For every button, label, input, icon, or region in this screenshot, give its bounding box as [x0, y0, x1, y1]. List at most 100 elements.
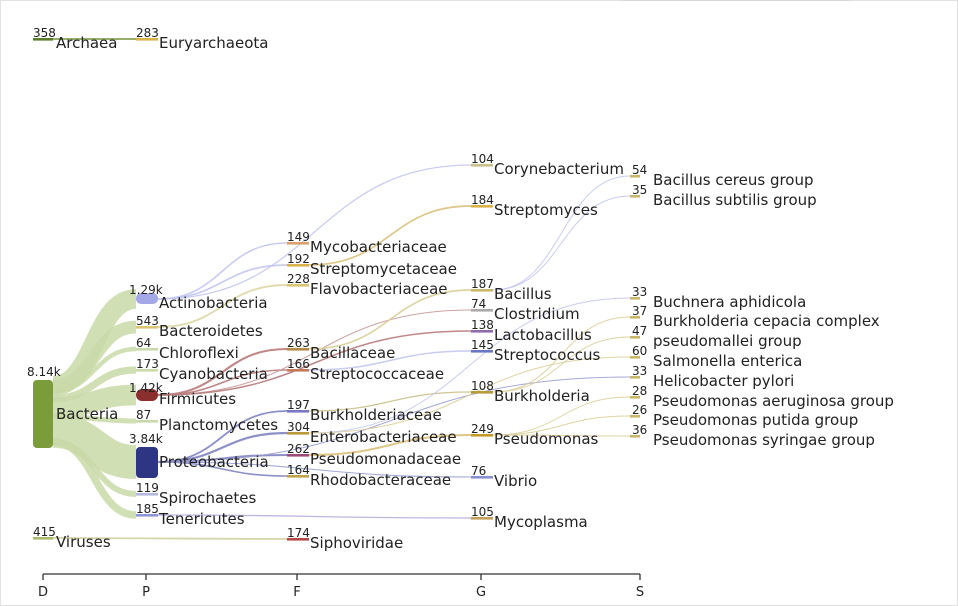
node-tenericutes[interactable]: [136, 514, 158, 517]
node-helicobacter[interactable]: [630, 376, 640, 379]
link-firmicutes-lactobacillus: [157, 330, 472, 396]
node-pseudomonadaceae[interactable]: [287, 454, 309, 457]
node-name-enterobacteriaceae: Enterobacteriaceae: [310, 428, 457, 446]
node-flavobacteriaceae[interactable]: [287, 284, 309, 287]
node-archaea[interactable]: [33, 38, 53, 41]
link-pseudomonas-ps_putida: [492, 415, 631, 436]
node-count-flavobacteriaceae: 228: [287, 272, 310, 286]
node-name-rhodobacteraceae: Rhodobacteraceae: [310, 471, 451, 489]
node-name-bacteria: Bacteria: [56, 405, 118, 423]
node-count-cyanobacteria: 173: [136, 357, 159, 371]
node-name-buchnera: Buchnera aphidicola: [653, 293, 806, 311]
node-viruses[interactable]: [33, 537, 53, 540]
node-enterobacteriaceae[interactable]: [287, 432, 309, 435]
node-rhodobacteraceae[interactable]: [287, 475, 309, 478]
node-bacillus[interactable]: [471, 289, 493, 292]
node-bacillus_cereus[interactable]: [630, 175, 640, 178]
node-name-vibrio: Vibrio: [494, 472, 537, 490]
link-bacteroidetes-flavobacteriaceae: [157, 284, 288, 328]
node-count-viruses: 415: [33, 525, 56, 539]
link-burkholderiaceae-burkholderia: [308, 391, 472, 412]
node-bacillus_subtilis[interactable]: [630, 195, 640, 198]
node-name-corynebacterium: Corynebacterium: [494, 160, 624, 178]
node-cyanobacteria[interactable]: [136, 369, 158, 372]
link-proteobacteria-vibrio: [157, 461, 472, 478]
link-bacteria-bacteroidetes: [52, 320, 137, 393]
link-firmicutes-bacillaceae: [157, 347, 288, 397]
link-pseudomonas-ps_syringae: [492, 434, 631, 437]
node-count-clostridium: 74: [471, 297, 486, 311]
node-spirochaetes[interactable]: [136, 493, 158, 496]
node-salmonella[interactable]: [630, 356, 640, 359]
node-actinobacteria[interactable]: [136, 293, 158, 304]
node-name-bacillaceae: Bacillaceae: [310, 344, 395, 362]
node-mycobacteriaceae[interactable]: [287, 242, 309, 245]
node-streptococcus[interactable]: [471, 350, 493, 353]
rank-label-G: G: [476, 585, 486, 600]
node-count-planctomycetes: 87: [136, 408, 151, 422]
node-clostridium[interactable]: [471, 309, 493, 312]
node-mycoplasma[interactable]: [471, 517, 493, 520]
rank-label-P: P: [142, 585, 150, 600]
node-streptococcaceae[interactable]: [287, 369, 309, 372]
node-name-burkholderia: Burkholderia: [494, 387, 590, 405]
node-count-actinobacteria: 1.29k: [129, 283, 163, 297]
node-burkholderia[interactable]: [471, 391, 493, 394]
node-count-archaea: 358: [33, 26, 56, 40]
node-count-vibrio: 76: [471, 464, 486, 478]
node-count-burkholderia_cepacia: 37: [632, 304, 647, 318]
node-lactobacillus[interactable]: [471, 330, 493, 333]
node-bacteria[interactable]: [33, 380, 53, 448]
node-siphoviridae[interactable]: [287, 538, 309, 541]
node-count-pseudomallei: 47: [632, 324, 647, 338]
link-bacteria-chloroflexi: [52, 346, 137, 394]
node-corynebacterium[interactable]: [471, 164, 493, 167]
node-bacillaceae[interactable]: [287, 348, 309, 351]
node-name-planctomycetes: Planctomycetes: [159, 416, 278, 434]
node-ps_syringae[interactable]: [630, 435, 640, 438]
node-planctomycetes[interactable]: [136, 420, 158, 423]
node-count-bacillaceae: 263: [287, 336, 310, 350]
link-bacteria-proteobacteria: [51, 413, 138, 479]
link-tenericutes-mycoplasma: [157, 514, 472, 519]
node-burkholderiaceae[interactable]: [287, 410, 309, 413]
node-pseudomonas[interactable]: [471, 434, 493, 437]
link-burkholderia-burkholderia_cepacia: [492, 316, 631, 393]
node-name-streptomyces: Streptomyces: [494, 201, 598, 219]
node-streptomycetaceae[interactable]: [287, 264, 309, 267]
node-firmicutes[interactable]: [136, 389, 158, 401]
node-count-bacteria: 8.14k: [27, 365, 61, 379]
node-name-euryarchaeota: Euryarchaeota: [159, 34, 268, 52]
node-name-lactobacillus: Lactobacillus: [494, 326, 592, 344]
node-burkholderia_cepacia[interactable]: [630, 316, 640, 319]
node-buchnera[interactable]: [630, 297, 640, 300]
node-chloroflexi[interactable]: [136, 348, 158, 351]
node-pseudomallei[interactable]: [630, 336, 640, 339]
node-ps_putida[interactable]: [630, 415, 640, 418]
node-count-euryarchaeota: 283: [136, 26, 159, 40]
rank-label-F: F: [293, 585, 300, 600]
node-streptomyces[interactable]: [471, 205, 493, 208]
node-name-tenericutes: Tenericutes: [158, 510, 245, 528]
links-layer: [51, 37, 631, 540]
node-count-proteobacteria: 3.84k: [129, 432, 163, 446]
rank-label-S: S: [636, 585, 644, 600]
node-count-firmicutes: 1.42k: [129, 381, 163, 395]
node-count-buchnera: 33: [632, 285, 647, 299]
node-euryarchaeota[interactable]: [136, 38, 158, 41]
node-name-bacillus_subtilis: Bacillus subtilis group: [653, 191, 817, 209]
node-count-bacillus_cereus: 54: [632, 163, 647, 177]
node-name-streptococcaceae: Streptococcaceae: [310, 365, 444, 383]
node-proteobacteria[interactable]: [136, 447, 158, 478]
node-count-corynebacterium: 104: [471, 152, 494, 166]
node-ps_aeruginosa[interactable]: [630, 396, 640, 399]
node-name-bacteroidetes: Bacteroidetes: [159, 322, 263, 340]
link-bacillaceae-bacillus: [308, 289, 472, 350]
node-count-salmonella: 60: [632, 344, 647, 358]
node-vibrio[interactable]: [471, 476, 493, 479]
link-streptococcaceae-streptococcus: [308, 350, 472, 371]
node-bacteroidetes[interactable]: [136, 326, 158, 329]
node-name-pseudomallei: pseudomallei group: [653, 332, 802, 350]
node-name-mycobacteriaceae: Mycobacteriaceae: [310, 238, 447, 256]
